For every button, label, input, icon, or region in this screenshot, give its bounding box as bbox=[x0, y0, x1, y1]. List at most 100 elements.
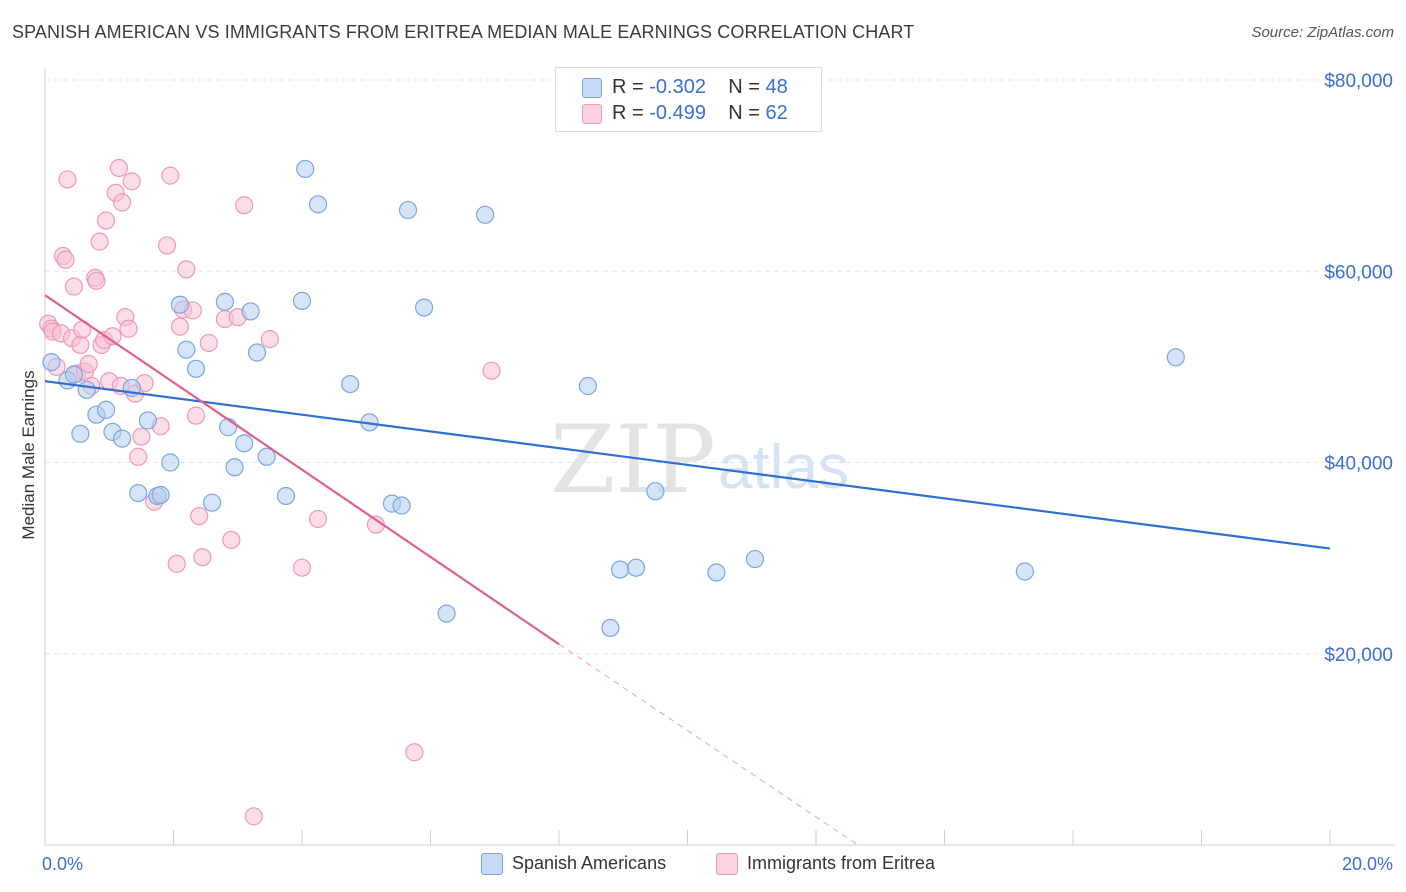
point-eritrea bbox=[64, 277, 84, 296]
point-spanish-americans bbox=[392, 496, 411, 515]
r-label: R = bbox=[612, 102, 650, 124]
point-eritrea bbox=[193, 548, 212, 567]
point-eritrea bbox=[244, 807, 263, 826]
point-spanish-americans bbox=[151, 485, 170, 505]
point-spanish-americans bbox=[610, 560, 630, 579]
point-eritrea bbox=[132, 427, 151, 446]
legend-swatch-pink bbox=[582, 104, 602, 124]
point-eritrea bbox=[167, 554, 186, 573]
point-eritrea bbox=[79, 354, 98, 374]
y-tick-label: $40,000 bbox=[1324, 454, 1393, 475]
trend-line-eritrea-extension bbox=[558, 643, 859, 846]
point-spanish-americans bbox=[601, 618, 620, 638]
n-label: N = bbox=[728, 76, 766, 98]
point-eritrea bbox=[260, 330, 279, 349]
point-spanish-americans bbox=[219, 418, 238, 437]
point-spanish-americans bbox=[1166, 348, 1185, 367]
point-spanish-americans bbox=[129, 484, 148, 503]
point-spanish-americans bbox=[1015, 562, 1034, 581]
point-eritrea bbox=[58, 170, 77, 189]
n-value: 48 bbox=[765, 76, 788, 98]
point-eritrea bbox=[186, 406, 206, 425]
point-spanish-americans bbox=[292, 291, 312, 310]
point-eritrea bbox=[90, 232, 109, 251]
point-eritrea bbox=[222, 530, 241, 550]
point-spanish-americans bbox=[707, 563, 726, 582]
r-value: -0.302 bbox=[649, 76, 706, 98]
point-eritrea bbox=[482, 361, 501, 380]
point-spanish-americans bbox=[138, 411, 157, 430]
point-eritrea bbox=[87, 271, 106, 290]
point-eritrea bbox=[112, 193, 132, 212]
point-eritrea bbox=[129, 447, 148, 466]
point-spanish-americans bbox=[71, 424, 90, 443]
point-eritrea bbox=[308, 509, 328, 529]
trend-line-spanish-americans bbox=[44, 380, 1331, 550]
n-value: 62 bbox=[765, 102, 788, 124]
point-spanish-americans bbox=[112, 429, 132, 448]
y-tick-label: $80,000 bbox=[1324, 71, 1393, 92]
y-tick-label: $20,000 bbox=[1324, 645, 1393, 666]
point-spanish-americans bbox=[161, 453, 180, 472]
x-tick-label: 0.0% bbox=[42, 854, 83, 874]
data-points bbox=[39, 158, 1185, 826]
watermark-atlas: atlas bbox=[718, 433, 849, 502]
point-spanish-americans bbox=[77, 380, 96, 399]
legend-label: Spanish Americans bbox=[512, 853, 667, 873]
point-spanish-americans bbox=[235, 434, 254, 453]
source-label: Source: ZipAtlas.com bbox=[1251, 24, 1394, 41]
point-spanish-americans bbox=[308, 195, 328, 214]
point-spanish-americans bbox=[257, 447, 276, 466]
point-spanish-americans bbox=[646, 482, 665, 501]
point-eritrea bbox=[199, 333, 218, 353]
point-eritrea bbox=[157, 236, 177, 255]
point-eritrea bbox=[292, 558, 312, 577]
point-eritrea bbox=[109, 158, 128, 178]
point-eritrea bbox=[119, 319, 138, 338]
point-spanish-americans bbox=[476, 205, 495, 224]
point-spanish-americans bbox=[578, 376, 598, 396]
legend-swatch-pink bbox=[716, 853, 738, 875]
point-spanish-americans bbox=[414, 298, 434, 317]
y-tick-label: $60,000 bbox=[1324, 262, 1393, 283]
point-eritrea bbox=[170, 317, 190, 336]
point-spanish-americans bbox=[247, 343, 267, 362]
point-eritrea bbox=[122, 172, 141, 191]
point-spanish-americans bbox=[225, 458, 244, 477]
correlation-legend: R = -0.302 N = 48 R = -0.499 N = 62 bbox=[555, 67, 822, 132]
point-eritrea bbox=[177, 260, 196, 279]
point-spanish-americans bbox=[42, 352, 61, 372]
series-legend: Spanish Americans Immigrants from Eritre… bbox=[0, 852, 1406, 878]
point-spanish-americans bbox=[437, 604, 456, 623]
legend-label: Immigrants from Eritrea bbox=[747, 853, 936, 873]
point-eritrea bbox=[161, 166, 180, 185]
point-spanish-americans bbox=[626, 558, 646, 577]
y-tick-labels: $20,000 $40,000 $60,000 $80,000 bbox=[1324, 71, 1393, 666]
point-spanish-americans bbox=[96, 400, 116, 420]
point-eritrea bbox=[56, 250, 75, 269]
legend-swatch-blue bbox=[481, 853, 503, 875]
watermark-zip: ZIP bbox=[550, 406, 716, 515]
x-tick-label: 20.0% bbox=[1342, 854, 1393, 874]
r-label: R = bbox=[612, 76, 650, 98]
point-spanish-americans bbox=[341, 374, 360, 394]
point-eritrea bbox=[71, 335, 90, 354]
point-spanish-americans bbox=[64, 365, 84, 384]
point-spanish-americans bbox=[202, 493, 222, 512]
point-eritrea bbox=[96, 211, 116, 230]
point-eritrea bbox=[190, 506, 209, 526]
chart-title: SPANISH AMERICAN VS IMMIGRANTS FROM ERIT… bbox=[12, 22, 915, 42]
axes bbox=[44, 68, 1395, 846]
point-spanish-americans bbox=[177, 340, 196, 359]
r-value: -0.499 bbox=[649, 102, 706, 124]
point-eritrea bbox=[235, 196, 254, 215]
n-label: N = bbox=[728, 102, 766, 124]
point-spanish-americans bbox=[745, 549, 765, 569]
y-axis-label: Median Male Earnings bbox=[19, 370, 38, 540]
point-spanish-americans bbox=[398, 200, 418, 220]
legend-swatch-blue bbox=[582, 78, 602, 98]
point-eritrea bbox=[405, 743, 424, 762]
trend-lines bbox=[44, 294, 1331, 846]
point-spanish-americans bbox=[186, 359, 206, 378]
